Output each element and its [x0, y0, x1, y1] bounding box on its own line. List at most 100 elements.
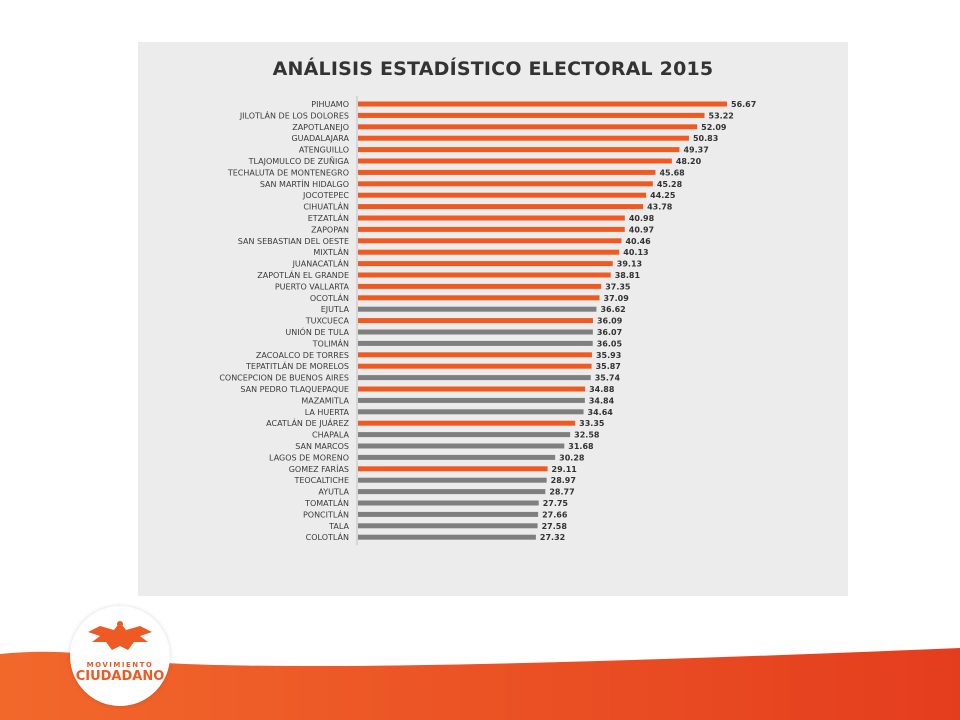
category-label: COLOTLÁN: [306, 531, 349, 542]
category-label: TEPATITLÁN DE MORELOS: [245, 360, 349, 371]
value-label: 32.58: [574, 431, 600, 440]
category-label: ZACOALCO DE TORRES: [256, 351, 349, 360]
category-label: CHAPALA: [312, 431, 350, 440]
value-label: 35.74: [595, 374, 621, 383]
bar: [358, 318, 593, 324]
category-label: MIXTLÁN: [313, 246, 349, 257]
value-label: 35.87: [596, 362, 621, 371]
bar: [358, 397, 585, 403]
value-label: 39.13: [617, 260, 642, 269]
category-label: SAN SEBASTIAN DEL OESTE: [238, 237, 349, 246]
category-label: TEOCALTICHE: [293, 476, 349, 485]
value-label: 28.77: [549, 488, 574, 497]
category-label: TLAJOMULCO DE ZUÑIGA: [248, 156, 350, 166]
bar: [358, 477, 547, 483]
category-label: LA HUERTA: [305, 408, 350, 417]
category-label: TALA: [328, 522, 349, 531]
value-label: 34.64: [588, 408, 614, 417]
bar: [358, 511, 539, 517]
category-label: JOCOTEPEC: [302, 191, 349, 200]
category-label: TOMATLÁN: [304, 497, 349, 508]
category-label: CONCEPCION DE BUENOS AIRES: [219, 374, 349, 383]
bar: [358, 340, 593, 346]
chart-title: ANÁLISIS ESTADÍSTICO ELECTORAL 2015: [272, 58, 714, 80]
value-label: 27.58: [542, 522, 568, 531]
category-label: TOLIMÁN: [312, 337, 349, 348]
category-label: ATENGUILLO: [299, 146, 349, 155]
category-label: JUANACATLÁN: [292, 258, 349, 269]
bar: [358, 352, 592, 358]
bar: [358, 204, 644, 210]
bar: [358, 420, 576, 426]
category-label: LAGOS DE MORENO: [269, 453, 349, 462]
category-label: GOMEZ FARÍAS: [289, 463, 349, 474]
value-label: 40.97: [629, 225, 654, 234]
logo-text-ciudadano: CIUDADANO: [75, 669, 165, 684]
value-label: 27.75: [543, 499, 569, 508]
category-label: ZAPOTLANEJO: [292, 123, 349, 132]
bar: [358, 272, 611, 278]
bar: [358, 375, 591, 381]
category-label: AYUTLA: [318, 488, 349, 497]
value-label: 28.97: [551, 476, 576, 485]
value-label: 36.62: [600, 305, 625, 314]
category-label: PUERTO VALLARTA: [275, 282, 350, 291]
value-label: 40.98: [629, 214, 655, 223]
category-label: SAN MARCOS: [295, 442, 349, 451]
logo-text-movimiento: MOVIMIENTO: [86, 661, 154, 669]
footer-band: [0, 648, 960, 720]
category-label: CIHUATLÁN: [303, 201, 349, 212]
bar: [358, 135, 689, 141]
value-label: 36.09: [597, 317, 623, 326]
bar: [358, 215, 625, 221]
bar: [358, 112, 705, 118]
category-label: ACATLÁN DE JUÁREZ: [266, 417, 349, 428]
category-label: TUXCUECA: [305, 317, 350, 326]
value-label: 36.05: [597, 339, 623, 348]
category-label: TECHALUTA DE MONTENEGRO: [227, 168, 349, 177]
bar: [358, 147, 680, 153]
category-label: MAZAMITLA: [301, 396, 349, 405]
bar: [358, 409, 584, 415]
value-label: 31.68: [568, 442, 594, 451]
bar: [358, 500, 539, 506]
category-label: JILOTLÁN DE LOS DOLORES: [239, 109, 349, 120]
bar: [358, 283, 602, 289]
category-label: PONCITLÁN: [303, 508, 349, 519]
value-label: 40.46: [625, 237, 651, 246]
category-label: ETZATLÁN: [308, 212, 349, 223]
category-label: GUADALAJARA: [291, 134, 349, 143]
bar: [358, 249, 620, 255]
bar: [358, 363, 592, 369]
bar: [358, 124, 698, 130]
bar: [358, 306, 597, 312]
movimiento-ciudadano-logo: MOVIMIENTO CIUDADANO: [70, 606, 170, 706]
value-label: 35.93: [596, 351, 621, 360]
category-label: PIHUAMO: [311, 100, 349, 109]
value-label: 30.28: [559, 453, 585, 462]
value-label: 43.78: [647, 203, 673, 212]
value-label: 34.88: [589, 385, 615, 394]
chart-panel: PIHUAMO 56.67 JILOTLÁN DE LOS DOLORES 53.22…: [138, 42, 848, 596]
bar: [358, 226, 625, 232]
value-label: 37.35: [605, 282, 631, 291]
value-label: 53.22: [709, 111, 734, 120]
eagle-icon: [88, 621, 152, 650]
bar: [358, 169, 656, 175]
category-label: UNIÓN DE TULA: [285, 326, 349, 337]
value-label: 49.37: [683, 146, 708, 155]
bar: [358, 261, 613, 267]
bar: [358, 181, 653, 187]
value-label: 44.25: [650, 191, 676, 200]
category-label: EJUTLA: [321, 305, 350, 314]
value-label: 37.09: [604, 294, 630, 303]
bar: [358, 295, 600, 301]
bar: [358, 386, 586, 392]
bar: [358, 454, 556, 460]
value-label: 50.83: [693, 134, 718, 143]
value-label: 27.32: [540, 533, 565, 542]
bar: [358, 489, 546, 495]
bar: [358, 192, 647, 198]
bar: [358, 101, 727, 107]
category-label: ZAPOTLÁN EL GRANDE: [257, 269, 349, 280]
